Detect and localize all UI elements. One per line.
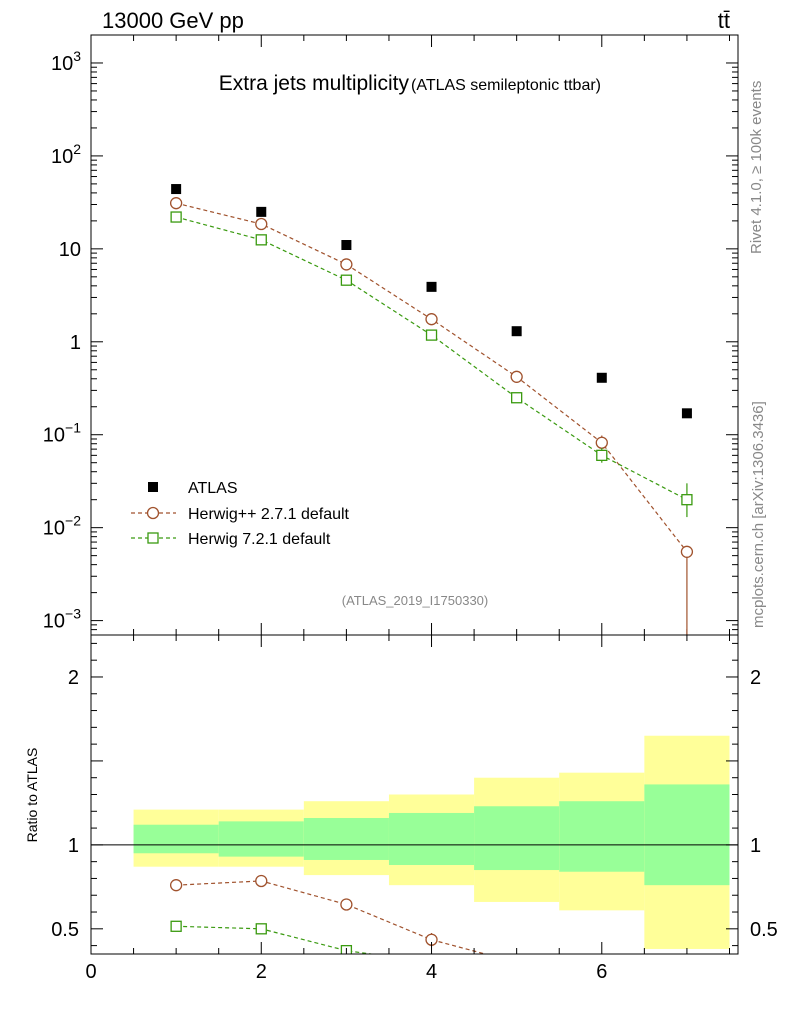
ratio-herwigpp-point: [511, 957, 522, 968]
herwig7-data-point: [596, 449, 608, 461]
atlas-data-point: [681, 408, 692, 419]
ratio-y-tick-label-left: 1: [68, 835, 79, 857]
mcplots-label: mcplots.cern.ch [arXiv:1306.3436]: [750, 401, 767, 628]
stat-uncertainty-band: [474, 806, 560, 871]
herwigpp-data-point: [510, 370, 523, 383]
herwigpp-data-point: [425, 313, 438, 326]
analysis-watermark: (ATLAS_2019_I1750330): [342, 593, 488, 608]
ratio-herwigpp-point: [169, 879, 183, 892]
stat-uncertainty-band: [559, 801, 645, 872]
ratio-herwig7-line: [176, 925, 376, 954]
herwigpp-data-point: [680, 545, 694, 558]
y-tick-label: 10: [59, 239, 81, 261]
chart-subtitle: (ATLAS semileptonic ttbar): [411, 77, 601, 94]
energy-label: 13000 GeV pp: [102, 8, 244, 33]
herwig7-data-point: [255, 234, 267, 246]
y-tick-label: 10−2: [43, 513, 81, 540]
herwigpp-line: [175, 202, 688, 553]
main-panel: 10−3 10−2 10−1 1 10 102 103 Extra jets multipl…: [43, 34, 739, 636]
ratio-frame: [90, 634, 739, 955]
legend-atlas-label: ATLAS: [188, 480, 238, 497]
ratio-herwigpp-point: [340, 898, 353, 911]
ratio-herwig7-point: [255, 923, 267, 935]
ratio-herwigpp-line: [176, 880, 488, 954]
ratio-herwig7-point: [170, 920, 182, 932]
process-label: tt̄: [718, 8, 730, 33]
legend-herwig7-label: Herwig 7.2.1 default: [188, 531, 331, 548]
atlas-data-point: [171, 184, 182, 195]
ratio-y-tick-label-left: 0.5: [51, 919, 79, 941]
herwig7-data-point: [425, 329, 438, 341]
rivet-label: Rivet 4.1.0, ≥ 100k events: [748, 81, 765, 254]
ratio-y-tick-labels: 0.5 0.5 1 1 2 2: [51, 667, 778, 941]
herwig7-line: [175, 216, 688, 501]
stat-uncertainty-band: [218, 821, 304, 857]
ratio-herwigpp-point: [255, 874, 268, 888]
main-y-tick-labels: 10−3 10−2 10−1 1 10 102 103: [43, 48, 81, 633]
y-tick-label: 103: [51, 48, 81, 75]
stat-uncertainty-band: [303, 818, 389, 860]
ratio-axis-ticks: [90, 635, 738, 954]
legend: ATLAS Herwig++ 2.7.1 default Herwig 7.2.…: [131, 480, 350, 548]
legend-herwigpp-marker: [146, 506, 160, 520]
ratio-y-tick-label-left: 2: [68, 667, 79, 689]
ratio-uncertainty-bands: [91, 735, 738, 949]
herwig7-data-point: [511, 392, 523, 404]
atlas-data-point: [256, 206, 267, 217]
herwig7-data-point: [170, 211, 182, 223]
atlas-data-point: [511, 326, 522, 337]
atlas-data-point: [596, 372, 607, 383]
stat-uncertainty-band: [388, 812, 475, 866]
stat-uncertainty-band: [133, 824, 219, 854]
x-tick-labels: 0 2 4 6: [85, 961, 607, 983]
herwig7-data-point: [681, 494, 693, 506]
legend-atlas-marker: [148, 482, 158, 492]
x-tick-label: 0: [85, 961, 96, 983]
herwigpp-data-point: [255, 217, 268, 231]
ratio-y-tick-label-right: 2: [750, 667, 761, 689]
chart-title: Extra jets multiplicity: [219, 72, 410, 95]
ratio-panel: 0.5 0.5 1 1 2 2 0 2 4 6 Ratio to ATLAS: [24, 634, 778, 983]
ratio-y-tick-label-right: 0.5: [750, 919, 778, 941]
x-tick-label: 6: [596, 961, 607, 983]
x-tick-label: 2: [256, 961, 267, 983]
herwig7-data-point: [340, 274, 353, 286]
ratio-y-tick-label-right: 1: [750, 835, 761, 857]
herwigpp-data-point: [169, 197, 183, 210]
stat-uncertainty-band: [644, 784, 730, 886]
main-series: [169, 184, 694, 635]
atlas-data-point: [426, 281, 437, 292]
y-tick-label: 10−3: [43, 606, 81, 633]
y-tick-label: 10−1: [43, 420, 81, 447]
x-tick-label: 4: [426, 961, 437, 983]
y-tick-label: 102: [51, 141, 81, 168]
y-tick-label: 1: [70, 332, 81, 354]
legend-herwig7-marker: [147, 532, 159, 544]
atlas-data-point: [341, 240, 352, 251]
ratio-y-axis-label: Ratio to ATLAS: [24, 748, 40, 843]
herwigpp-data-point: [340, 258, 353, 271]
herwigpp-data-point: [595, 436, 608, 449]
legend-herwigpp-label: Herwig++ 2.7.1 default: [188, 506, 350, 523]
